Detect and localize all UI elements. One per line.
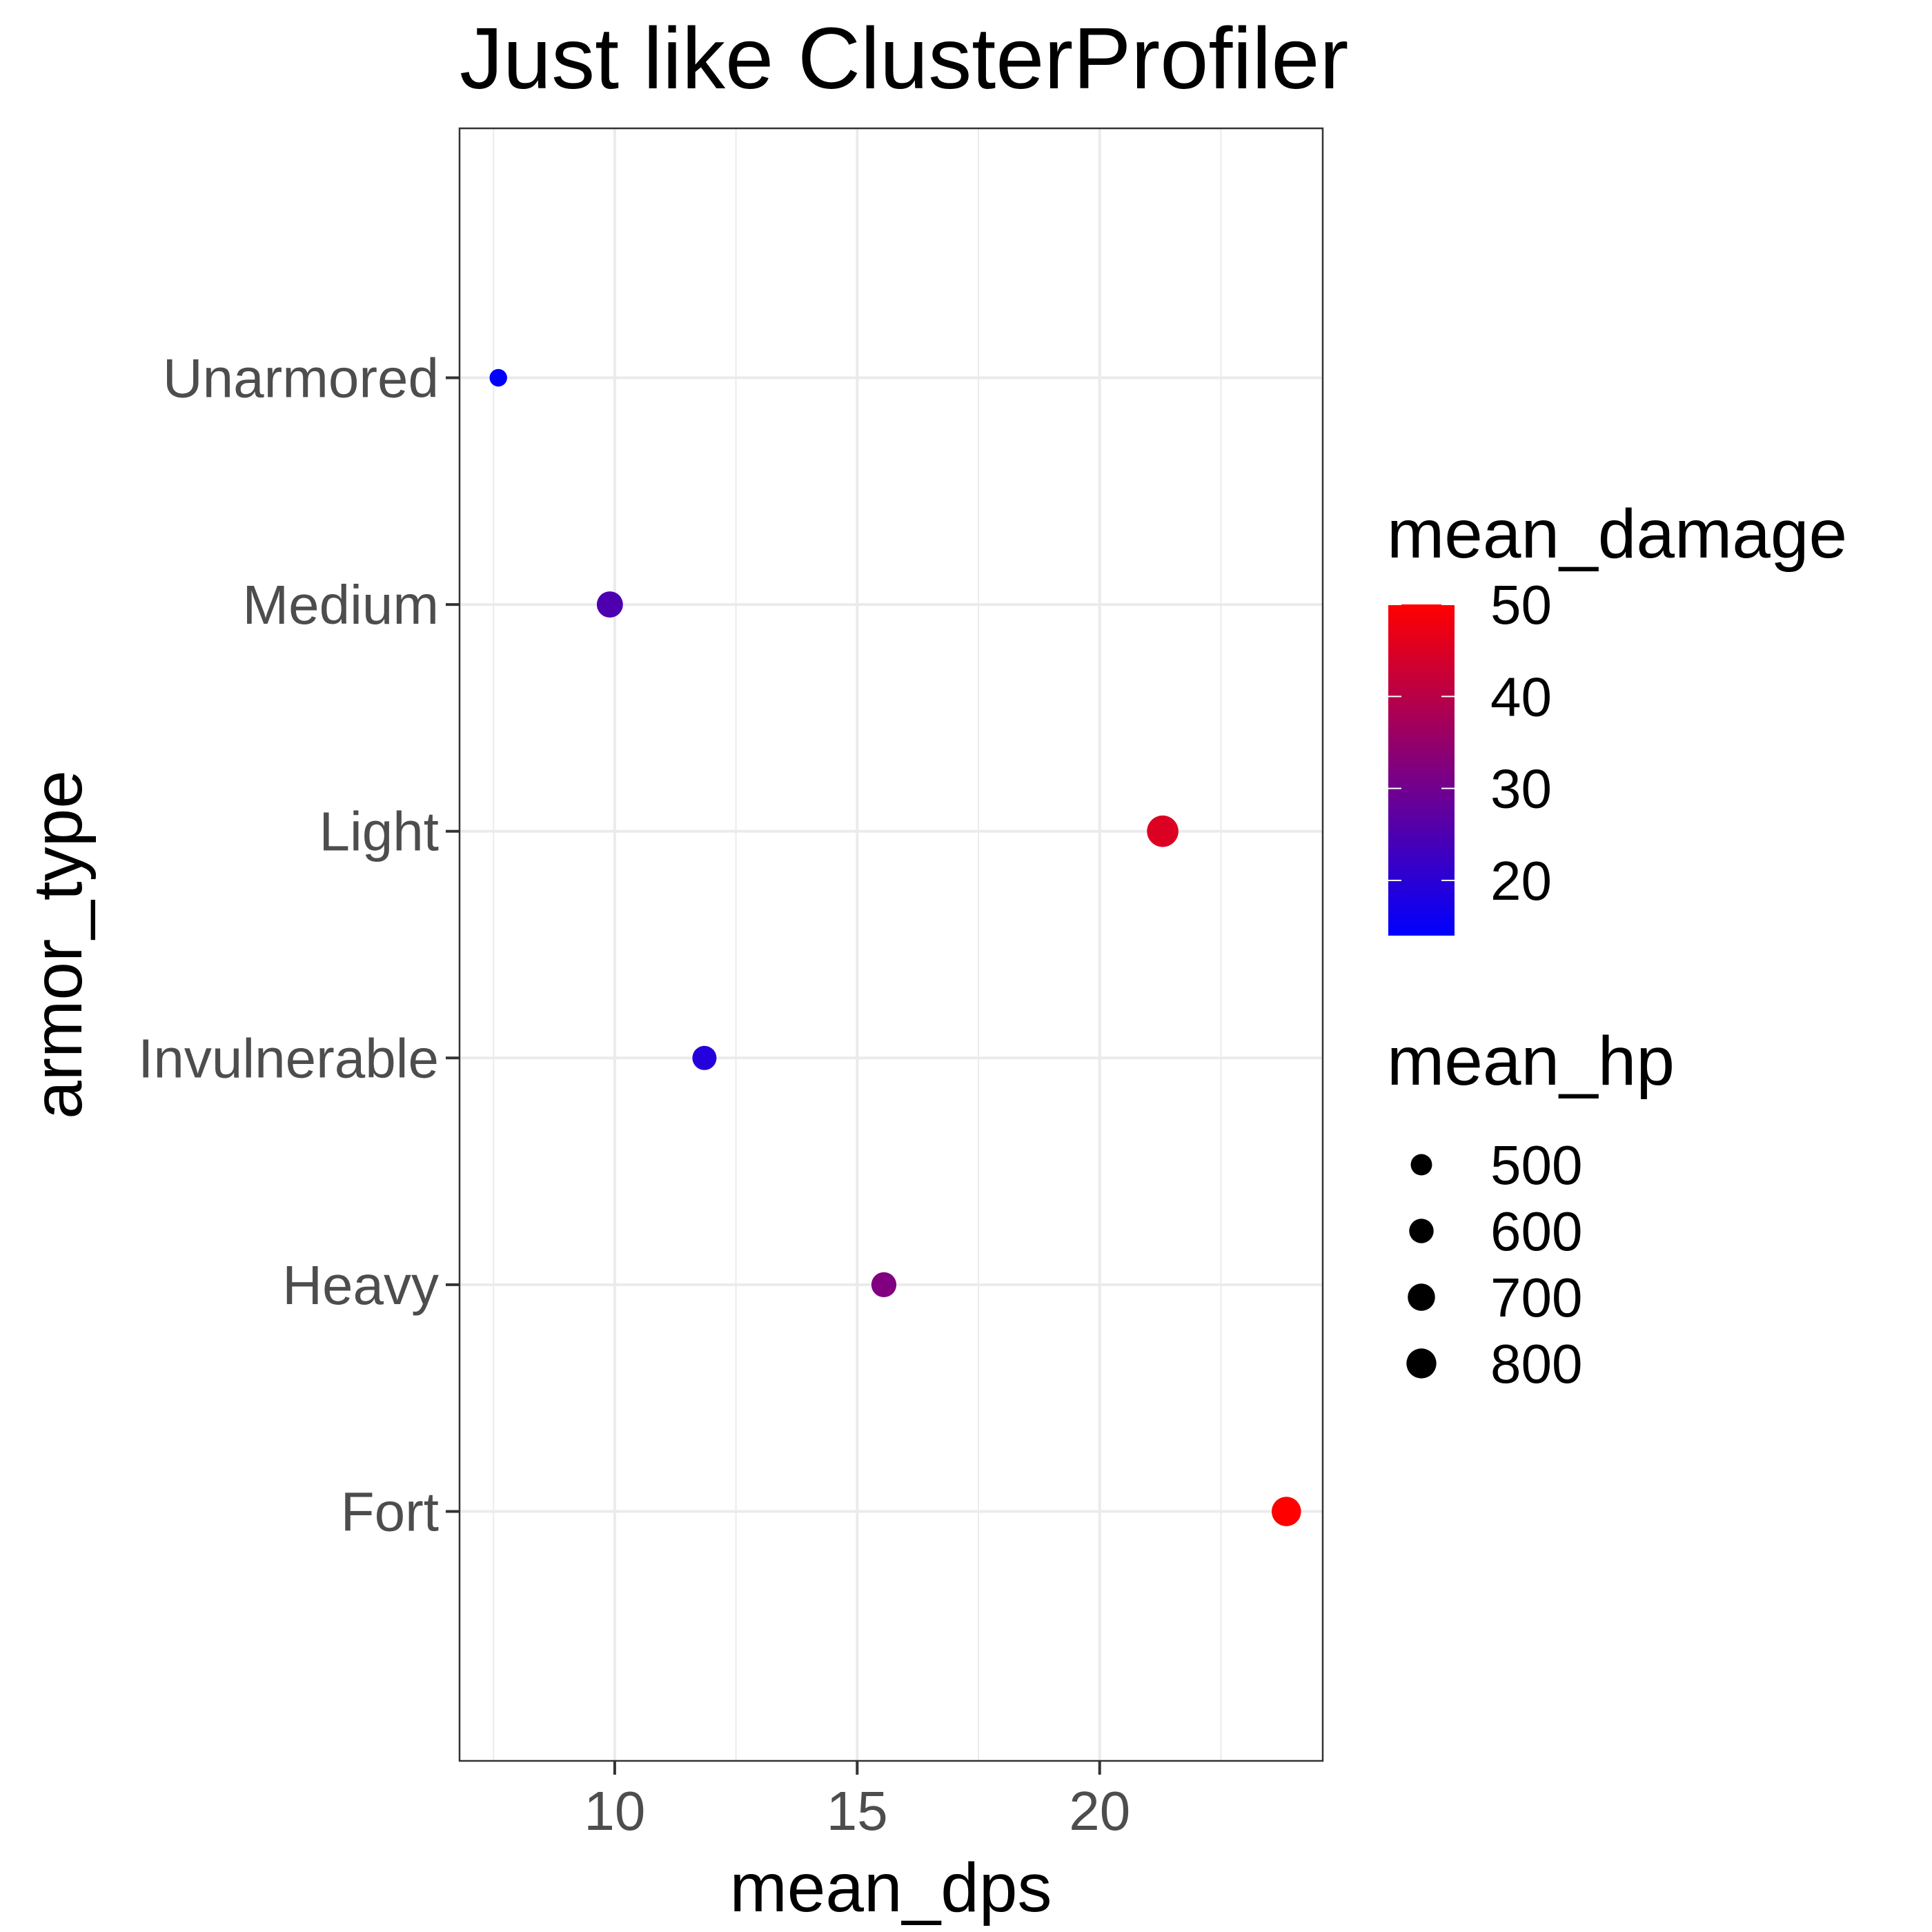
plot-panel — [458, 127, 1324, 1762]
data-point — [1147, 815, 1179, 847]
y-tick-label: Invulnerable — [138, 1027, 439, 1089]
size-legend-label: 800 — [1490, 1333, 1582, 1394]
color-legend-title: mean_damage — [1387, 495, 1847, 573]
data-point — [596, 591, 623, 618]
size-legend-label: 500 — [1490, 1134, 1582, 1196]
size-legend-key — [1406, 1348, 1437, 1379]
color-legend-ticks: 20 30 40 50 — [1388, 574, 1552, 911]
x-axis: 10 15 20 — [584, 1761, 1130, 1842]
size-legend-key — [1409, 1219, 1434, 1243]
data-point — [692, 1045, 717, 1070]
y-tick-label: Medium — [242, 574, 439, 635]
color-legend-label: 20 — [1490, 850, 1552, 911]
size-legend-key — [1408, 1283, 1435, 1311]
data-point — [871, 1272, 897, 1298]
size-legend-key — [1410, 1154, 1432, 1176]
x-tick-label: 20 — [1069, 1780, 1130, 1842]
x-tick-label: 15 — [827, 1780, 888, 1842]
x-axis-title: mean_dps — [730, 1849, 1052, 1926]
grid-lines — [460, 128, 1323, 1761]
y-axis: Fort Heavy Invulnerable Light Medium Unarmore… — [138, 347, 460, 1543]
x-tick-label: 10 — [584, 1780, 645, 1842]
color-legend-label: 40 — [1490, 666, 1552, 727]
y-tick-label: Heavy — [282, 1254, 439, 1316]
y-tick-label: Fort — [341, 1481, 439, 1543]
color-bar — [1388, 604, 1455, 936]
color-legend-label: 50 — [1490, 574, 1552, 635]
size-legend-title: mean_hp — [1387, 1023, 1675, 1100]
color-legend-label: 30 — [1490, 758, 1552, 820]
color-legend: mean_damage 20 30 40 50 — [1387, 495, 1847, 936]
y-tick-label: Unarmored — [163, 347, 439, 408]
y-tick-label: Light — [319, 801, 439, 862]
size-legend-label: 600 — [1490, 1201, 1582, 1262]
data-point — [1271, 1497, 1301, 1526]
size-legend-label: 700 — [1490, 1267, 1582, 1328]
data-point — [489, 368, 507, 387]
y-axis-title: armor_type — [19, 770, 97, 1119]
panel-border — [458, 127, 1324, 1762]
data-points — [489, 368, 1301, 1526]
chart-title: Just like ClusterProfiler — [460, 10, 1348, 107]
